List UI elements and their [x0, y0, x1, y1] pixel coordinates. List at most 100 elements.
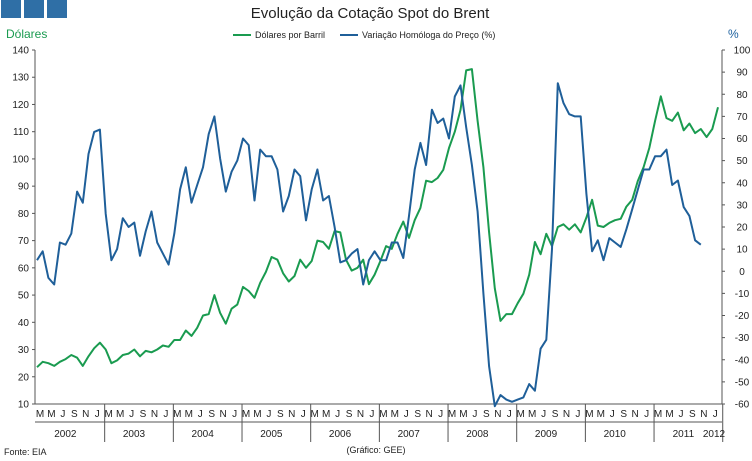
month-tick-label: M	[322, 409, 330, 420]
legend-label-variation: Variação Homóloga do Preço (%)	[362, 30, 495, 40]
month-tick-label: S	[414, 409, 421, 420]
left-tick-label: 20	[18, 372, 30, 383]
year-label: 2010	[604, 429, 627, 440]
year-label: 2003	[123, 429, 146, 440]
month-tick-label: J	[163, 409, 168, 420]
month-tick-label: N	[288, 409, 295, 420]
month-tick-label: M	[654, 409, 662, 420]
left-tick-label: 40	[18, 318, 30, 329]
month-tick-label: J	[335, 409, 340, 420]
month-tick-label: S	[346, 409, 353, 420]
year-label: 2006	[329, 429, 352, 440]
year-label: 2009	[535, 429, 558, 440]
left-tick-label: 80	[18, 209, 30, 220]
month-tick-label: M	[173, 409, 181, 420]
month-tick-label: J	[472, 409, 477, 420]
right-tick-label: -40	[735, 355, 750, 366]
month-tick-label: S	[620, 409, 627, 420]
month-tick-label: M	[585, 409, 593, 420]
month-tick-label: J	[369, 409, 374, 420]
year-label: 2007	[398, 429, 421, 440]
left-tick-label: 50	[18, 291, 30, 302]
right-tick-label: -30	[735, 333, 750, 344]
month-tick-label: M	[105, 409, 113, 420]
chart-title: Evolução da Cotação Spot do Brent	[251, 5, 490, 22]
year-label: 2008	[466, 429, 489, 440]
legend: Dólares por Barril Variação Homóloga do …	[233, 30, 495, 40]
left-tick-label: 10	[18, 400, 30, 411]
source-note: Fonte: EIA	[4, 447, 47, 457]
month-tick-label: N	[494, 409, 501, 420]
month-tick-label: N	[632, 409, 639, 420]
right-tick-label: 30	[736, 200, 748, 211]
month-tick-label: M	[242, 409, 250, 420]
month-tick-label: M	[116, 409, 124, 420]
month-tick-label: M	[311, 409, 319, 420]
chart-credit: (Gráfico: GEE)	[346, 445, 405, 455]
month-tick-label: J	[129, 409, 134, 420]
month-tick-label: J	[60, 409, 65, 420]
logo-square-1	[1, 0, 21, 18]
left-tick-label: 90	[18, 182, 30, 193]
month-tick-label: M	[517, 409, 525, 420]
month-tick-label: M	[47, 409, 55, 420]
left-tick-label: 60	[18, 263, 30, 274]
month-tick-label: N	[82, 409, 89, 420]
series-group	[36, 68, 719, 408]
month-tick-label: S	[277, 409, 284, 420]
right-tick-label: -60	[735, 400, 750, 411]
month-tick-label: J	[95, 409, 100, 420]
month-tick-label: J	[301, 409, 306, 420]
right-tick-label: 20	[736, 223, 748, 234]
month-tick-label: M	[379, 409, 387, 420]
right-tick-label: -50	[735, 377, 750, 388]
month-tick-label: S	[140, 409, 147, 420]
month-tick-label: M	[36, 409, 44, 420]
month-tick-label: J	[404, 409, 409, 420]
left-tick-label: 30	[18, 345, 30, 356]
month-tick-label: N	[700, 409, 707, 420]
month-tick-label: N	[220, 409, 227, 420]
month-tick-label: J	[678, 409, 683, 420]
year-label: 2012	[703, 429, 726, 440]
month-tick-label: J	[610, 409, 615, 420]
right-tick-label: 90	[736, 68, 748, 79]
year-label: 2011	[673, 429, 695, 440]
month-tick-label: J	[438, 409, 443, 420]
left-tick-label: 130	[12, 73, 29, 84]
right-tick-label: 80	[736, 90, 748, 101]
left-tick-label: 110	[13, 127, 29, 138]
right-tick-label: 100	[734, 46, 751, 57]
month-tick-label: J	[232, 409, 237, 420]
month-tick-label: M	[253, 409, 261, 420]
month-tick-label: S	[483, 409, 490, 420]
left-tick-label: 140	[12, 46, 29, 57]
month-tick-label: J	[266, 409, 271, 420]
month-tick-label: J	[198, 409, 203, 420]
month-tick-label: S	[552, 409, 559, 420]
right-tick-label: -20	[735, 311, 750, 322]
month-tick-label: J	[541, 409, 546, 420]
month-tick-label: M	[185, 409, 193, 420]
month-tick-label: N	[151, 409, 158, 420]
right-tick-label: 70	[736, 112, 748, 123]
month-tick-label: N	[563, 409, 570, 420]
right-tick-label: 10	[736, 245, 748, 256]
month-tick-label: N	[357, 409, 364, 420]
right-tick-label: -10	[735, 289, 750, 300]
legend-label-price: Dólares por Barril	[255, 30, 325, 40]
right-tick-label: 50	[736, 156, 748, 167]
logo-square-3	[47, 0, 67, 18]
month-tick-label: J	[713, 409, 718, 420]
left-tick-label: 100	[12, 154, 29, 165]
month-tick-label: J	[575, 409, 580, 420]
right-tick-label: 0	[739, 267, 745, 278]
series-line-variation	[36, 82, 702, 408]
axes: 102030405060708090100110120130140-60-50-…	[12, 46, 750, 411]
month-tick-label: M	[448, 409, 456, 420]
month-tick-label: M	[528, 409, 536, 420]
series-line-price	[36, 68, 719, 368]
year-label: 2002	[54, 429, 77, 440]
